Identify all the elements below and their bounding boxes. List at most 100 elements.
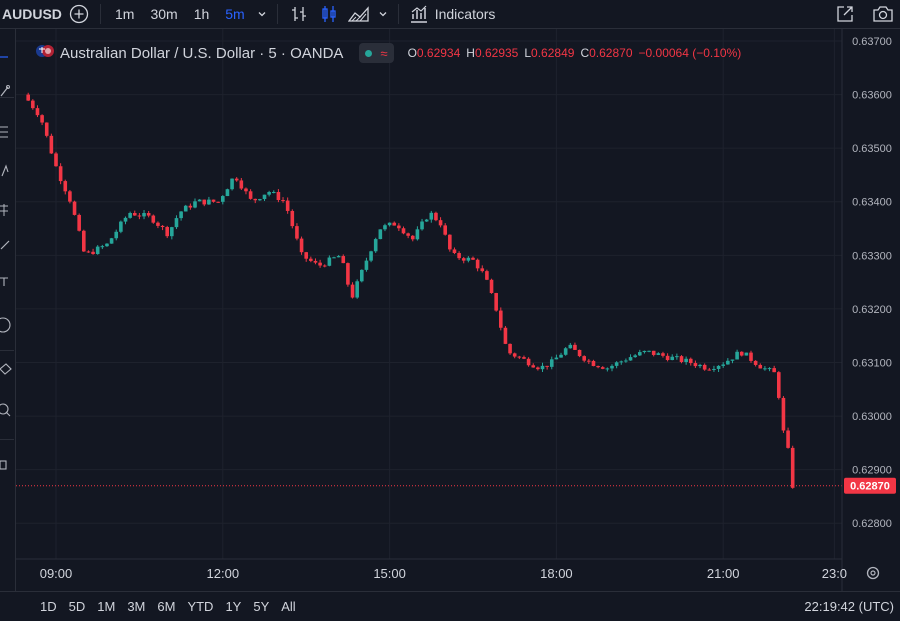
ruler-icon[interactable]: [0, 363, 12, 375]
camera-icon[interactable]: [870, 0, 896, 28]
candle-down: [790, 447, 795, 488]
divider: [0, 439, 14, 440]
timeframe-1m[interactable]: 1m: [115, 6, 135, 22]
candle-down: [156, 222, 160, 226]
candle-down: [591, 360, 596, 367]
candle-up: [174, 218, 179, 228]
range-ytd[interactable]: YTD: [187, 599, 214, 614]
trendline-icon[interactable]: [0, 85, 12, 97]
market-status-pill[interactable]: ≈: [359, 43, 394, 63]
price-tick-label: 0.63500: [852, 143, 892, 155]
candle-down: [471, 257, 475, 260]
candle-down: [40, 115, 44, 123]
zoom-icon[interactable]: [0, 403, 12, 417]
candle-down: [596, 366, 600, 368]
range-1d[interactable]: 1D: [40, 599, 57, 614]
range-1m[interactable]: 1M: [97, 599, 116, 614]
bottom-toolbar: 1D 5D 1M 3M 6M YTD 1Y 5Y All 22:19:42 (U…: [0, 591, 900, 621]
indicators-button[interactable]: Indicators: [405, 0, 500, 28]
candle-up: [258, 199, 262, 201]
candle-down: [160, 225, 165, 228]
candle-up: [114, 231, 119, 239]
candle-down: [461, 258, 466, 261]
price-tick-label: 0.63000: [852, 411, 892, 423]
candle-up: [554, 357, 559, 360]
timeframe-5m[interactable]: 5m: [225, 6, 245, 22]
candle-up: [563, 348, 568, 355]
symbol-search[interactable]: AUDUSD: [2, 6, 62, 22]
range-5d[interactable]: 5D: [68, 599, 86, 614]
crosshair-icon[interactable]: [0, 51, 12, 63]
candle-up: [197, 199, 202, 202]
candle-down: [72, 201, 77, 215]
candle-up: [619, 361, 624, 363]
symbol-title[interactable]: Australian Dollar / U.S. Dollar · 5 · OA…: [60, 44, 344, 62]
candle-up: [763, 368, 767, 370]
compare-plus-icon[interactable]: [64, 0, 94, 28]
candle-up: [128, 213, 132, 218]
candle-down: [438, 220, 443, 226]
range-5y[interactable]: 5Y: [253, 599, 270, 614]
brush-icon[interactable]: [0, 239, 12, 251]
range-6m[interactable]: 6M: [157, 599, 176, 614]
candle-up: [142, 213, 146, 217]
candle-down: [679, 356, 684, 363]
emoji-icon[interactable]: [0, 317, 12, 333]
lock-icon[interactable]: [0, 455, 12, 470]
candle-down: [499, 310, 503, 328]
fib-icon[interactable]: [0, 125, 12, 138]
range-all[interactable]: All: [281, 599, 296, 614]
utc-clock[interactable]: 22:19:42 (UTC): [804, 599, 894, 614]
candle-up: [262, 194, 267, 200]
fullscreen-icon[interactable]: [832, 0, 858, 28]
candle-down: [777, 372, 781, 398]
candle-down: [531, 365, 536, 368]
candle-down: [573, 344, 577, 350]
candle-down: [397, 225, 401, 229]
candle-down: [661, 353, 665, 356]
timeframe-30m[interactable]: 30m: [150, 6, 178, 22]
candle-down: [35, 108, 40, 116]
candle-up: [221, 196, 225, 202]
price-tick-label: 0.63600: [852, 90, 892, 102]
price-chart[interactable]: 0.63700 0.63600 0.63500 0.63400 0.63300 0.632…: [16, 29, 900, 591]
candle-up: [559, 354, 563, 358]
price-axis[interactable]: 0.63700 0.63600 0.63500 0.63400 0.63300 0.632…: [852, 36, 892, 530]
time-axis[interactable]: 09:00 12:00 15:00 18:00 21:00 23:0: [40, 566, 847, 581]
candle-up: [109, 238, 114, 244]
candle-up: [712, 368, 716, 370]
candle-down: [44, 122, 49, 136]
candle-down: [341, 256, 346, 264]
candle-down: [739, 351, 744, 356]
candle-up: [119, 221, 123, 232]
open-label: O: [407, 46, 417, 60]
candles-icon[interactable]: [314, 0, 344, 28]
candle-up: [123, 217, 128, 222]
candle-up: [360, 269, 364, 282]
high-value: 0.62935: [474, 46, 519, 60]
chevron-down-icon[interactable]: [374, 0, 392, 28]
candle-up: [424, 219, 429, 222]
candle-up: [429, 212, 434, 220]
timeframe-1h[interactable]: 1h: [193, 6, 210, 22]
grid-lines: [16, 29, 842, 559]
candle-up: [730, 359, 735, 361]
candle-down: [188, 205, 193, 208]
chevron-down-icon[interactable]: [253, 0, 271, 28]
range-1y[interactable]: 1Y: [225, 599, 242, 614]
prediction-icon[interactable]: [0, 203, 12, 216]
candle-down: [91, 251, 95, 255]
candle-down: [448, 234, 452, 250]
area-chart-icon[interactable]: [344, 0, 374, 28]
candle-up: [415, 229, 420, 240]
candle-up: [207, 199, 211, 205]
pattern-icon[interactable]: [0, 163, 12, 177]
range-3m[interactable]: 3M: [127, 599, 146, 614]
text-icon[interactable]: [0, 275, 12, 287]
bar-chart-icon[interactable]: [284, 0, 314, 28]
settings-icon[interactable]: [866, 566, 880, 580]
candle-down: [665, 355, 670, 361]
close-value: 0.62870: [589, 46, 633, 60]
candle-down: [536, 367, 540, 370]
candle-down: [77, 214, 81, 231]
